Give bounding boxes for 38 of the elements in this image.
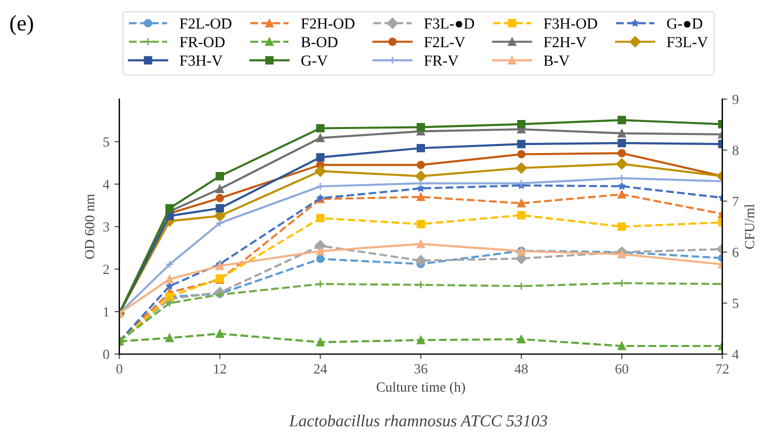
y-tick-label: 4 [102, 180, 110, 189]
legend-label: FR-V [424, 56, 458, 66]
y-tick-label: 1 [104, 307, 109, 316]
x-axis-title: Culture time (h) [376, 382, 465, 395]
y-tick-label: 2 [103, 264, 109, 274]
y2-tick-label: 9 [732, 94, 738, 104]
legend-label: F3H-V [180, 56, 222, 66]
x-tick-label: 12 [214, 364, 226, 374]
y2-tick-label: 5 [732, 298, 738, 308]
legend-label: F2H-V [544, 36, 586, 48]
x-tick-label: 36 [414, 364, 428, 374]
legend-label: F3H-OD [544, 18, 598, 29]
x-tick-label: 0 [116, 364, 122, 374]
legend-label: G-V [301, 56, 328, 66]
y-tick-label: 0 [103, 350, 110, 360]
text: (e) [10, 15, 33, 36]
legend-label: F2L-OD [180, 18, 232, 29]
legend-label: B-OD [301, 36, 338, 48]
x-tick-label: 24 [314, 364, 328, 374]
y2-tick-label: 8 [732, 146, 738, 156]
x-tick-label: 72 [716, 364, 728, 374]
legend-label: B-V [544, 56, 570, 66]
legend-label: G-●D [667, 18, 702, 29]
legend-label: F3L-V [666, 36, 708, 48]
y-axis-title: OD 600 nm [84, 194, 94, 259]
text: Lactobacillus rhamnosus ATCC 53103 [289, 414, 548, 426]
x-tick-label: 60 [615, 364, 628, 374]
legend-label: F2L-V [424, 36, 466, 48]
y2-tick-label: 7 [732, 196, 739, 206]
y2-tick-label: 6 [732, 248, 739, 258]
legend-label: FR-OD [180, 36, 225, 48]
y-tick-label: 5 [103, 137, 110, 147]
y-tick-label: 3 [103, 222, 110, 232]
legend-label: F2H-OD [301, 18, 354, 29]
y2-axis-title: CFU/ml [744, 204, 754, 249]
x-tick-label: 48 [514, 364, 528, 374]
legend-label: F3L-●D [424, 18, 474, 29]
y2-tick-label: 4 [732, 350, 739, 359]
